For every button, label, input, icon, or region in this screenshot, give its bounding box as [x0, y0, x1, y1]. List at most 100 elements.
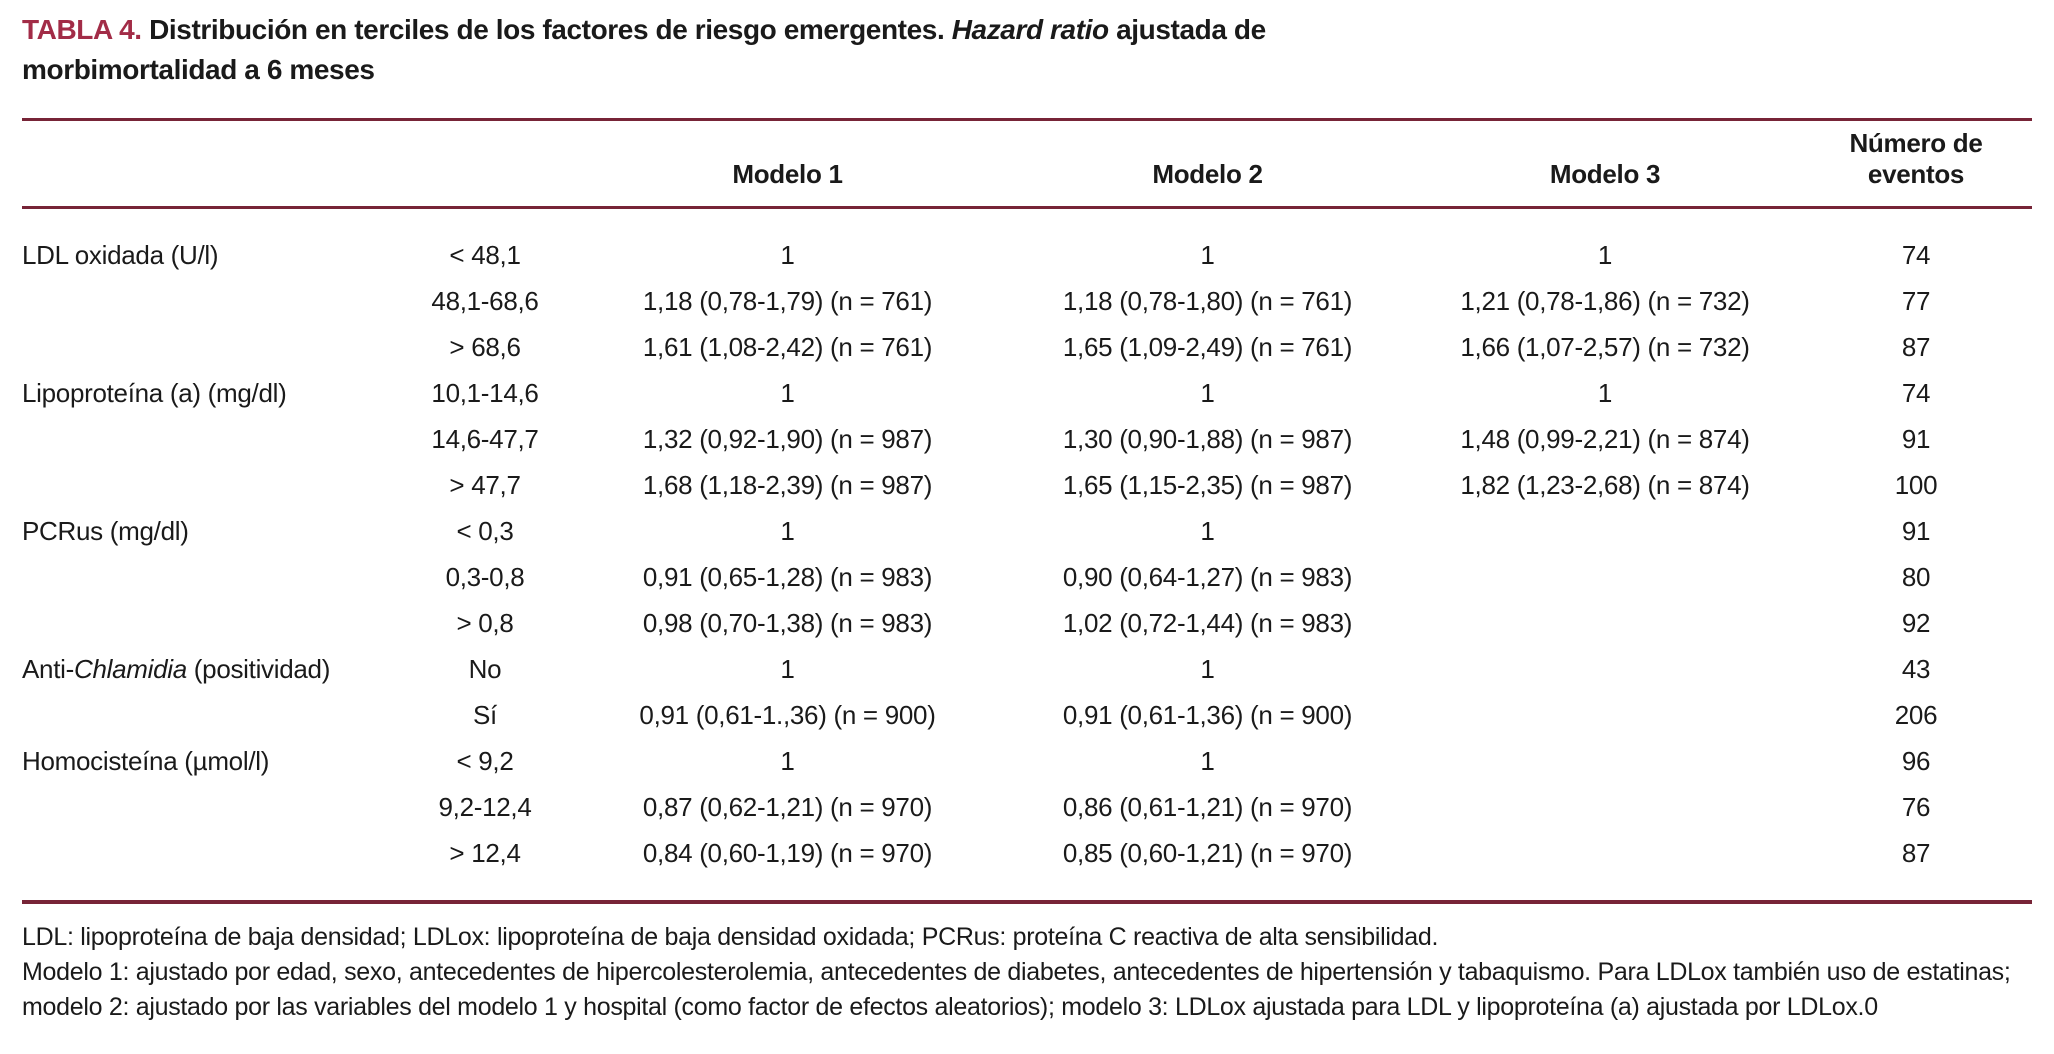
events-cell: 80: [1901, 561, 1931, 592]
modelo-1-cell: 0,91 (0,65-1,28) (n = 983): [642, 561, 933, 592]
column-header-numero-de-eventos: Número de eventos: [1849, 128, 1983, 189]
table-row: Sí 0,91 (0,61-1.,36) (n = 900) 0,91 (0,61-…: [22, 692, 2032, 738]
events-cell: 91: [1901, 515, 1931, 546]
events-cell: 74: [1901, 377, 1931, 408]
table-row: 0,3-0,8 0,91 (0,65-1,28) (n = 983) 0,90 (0…: [22, 554, 2032, 600]
modelo-3-cell: 1,82 (1,23-2,68) (n = 874): [1460, 469, 1750, 500]
title-text-italic: Hazard ratio: [951, 14, 1109, 45]
modelo-2-cell: 0,90 (0,64-1,27) (n = 983): [1062, 561, 1353, 592]
table-row: > 0,8 0,98 (0,70-1,38) (n = 983) 1,02 (0,7…: [22, 600, 2032, 646]
modelo-2-cell: 1: [1200, 653, 1215, 684]
table-row: PCRus (mg/dl) < 0,3 1 1 91: [22, 508, 2032, 554]
title-text-pre: Distribución en terciles de los factores…: [141, 14, 952, 45]
modelo-3-cell: 1,66 (1,07-2,57) (n = 732): [1460, 331, 1750, 362]
tercile-cell: 0,3-0,8: [445, 561, 525, 592]
events-cell: 91: [1901, 423, 1931, 454]
table-row: Lipoproteína (a) (mg/dl) 10,1-14,6 1 1 1 74: [22, 370, 2032, 416]
tercile-cell: > 68,6: [449, 331, 521, 362]
modelo-3-cell: [1410, 554, 1800, 600]
table-row: > 68,6 1,61 (1,08-2,42) (n = 761) 1,65 (1,…: [22, 324, 2032, 370]
modelo-3-cell: [1410, 646, 1800, 692]
table-row: Anti-Chlamidia (positividad) No 1 1 43: [22, 646, 2032, 692]
tercile-cell: No: [468, 653, 502, 684]
table-number-label: TABLA 4.: [22, 14, 142, 45]
factor-cell: Homocisteína (µmol/l): [22, 745, 270, 776]
tercile-cell: 48,1-68,6: [431, 285, 539, 316]
events-cell: 96: [1901, 745, 1931, 776]
modelo-3-cell: [1410, 692, 1800, 738]
column-header-modelo-2: Modelo 2: [1152, 159, 1263, 189]
factor-cell: [22, 416, 400, 462]
modelo-3-cell: [1410, 600, 1800, 646]
column-header-factor: [22, 120, 400, 208]
factor-cell: [22, 830, 400, 902]
modelo-3-cell: [1410, 830, 1800, 902]
modelo-1-cell: 0,98 (0,70-1,38) (n = 983): [642, 607, 933, 638]
table-row: > 47,7 1,68 (1,18-2,39) (n = 987) 1,65 (1,…: [22, 462, 2032, 508]
modelo-1-cell: 1: [780, 239, 795, 270]
modelo-1-cell: 1,18 (0,78-1,79) (n = 761): [642, 285, 933, 316]
modelo-2-cell: 1,65 (1,09-2,49) (n = 761): [1062, 331, 1353, 362]
events-cell: 92: [1901, 607, 1931, 638]
tercile-cell: > 0,8: [456, 607, 514, 638]
modelo-2-cell: 0,91 (0,61-1,36) (n = 900): [1062, 699, 1353, 730]
modelo-2-cell: 1,65 (1,15-2,35) (n = 987): [1062, 469, 1353, 500]
events-cell: 87: [1901, 331, 1931, 362]
factor-cell: Anti-Chlamidia (positividad): [22, 653, 331, 684]
footnote-models: Modelo 1: ajustado por edad, sexo, antec…: [22, 958, 2011, 1021]
modelo-1-cell: 1: [780, 515, 795, 546]
table-header-row: Modelo 1 Modelo 2 Modelo 3 Número de eve…: [22, 120, 2032, 208]
tercile-cell: > 47,7: [449, 469, 521, 500]
events-cell: 77: [1901, 285, 1931, 316]
tercile-cell: 14,6-47,7: [431, 423, 539, 454]
factor-cell: [22, 324, 400, 370]
tercile-cell: > 12,4: [449, 837, 521, 868]
events-cell: 206: [1894, 699, 1938, 730]
modelo-1-cell: 1,32 (0,92-1,90) (n = 987): [642, 423, 933, 454]
modelo-2-cell: 1: [1200, 377, 1215, 408]
table-row: 9,2-12,4 0,87 (0,62-1,21) (n = 970) 0,86 (…: [22, 784, 2032, 830]
factor-cell: LDL oxidada (U/l): [22, 239, 219, 270]
tercile-cell: Sí: [473, 699, 497, 730]
modelo-2-cell: 0,86 (0,61-1,21) (n = 970): [1062, 791, 1353, 822]
modelo-3-cell: [1410, 738, 1800, 784]
modelo-1-cell: 0,84 (0,60-1,19) (n = 970): [642, 837, 933, 868]
tercile-cell: 10,1-14,6: [431, 377, 539, 408]
events-cell: 43: [1901, 653, 1931, 684]
tercile-cell: 9,2-12,4: [438, 791, 532, 822]
table-row: > 12,4 0,84 (0,60-1,19) (n = 970) 0,85 (0,…: [22, 830, 2032, 902]
factor-cell: [22, 784, 400, 830]
modelo-2-cell: 1,30 (0,90-1,88) (n = 987): [1062, 423, 1353, 454]
modelo-3-cell: 1,21 (0,78-1,86) (n = 732): [1460, 285, 1750, 316]
factor-cell: PCRus (mg/dl): [22, 515, 189, 546]
hazard-ratio-table: Modelo 1 Modelo 2 Modelo 3 Número de eve…: [22, 118, 2032, 904]
modelo-2-cell: 1: [1200, 515, 1215, 546]
factor-cell: [22, 278, 400, 324]
title-text-post: ajustada de morbimortalidad a 6 meses: [22, 14, 1266, 85]
modelo-1-cell: 1,68 (1,18-2,39) (n = 987): [642, 469, 933, 500]
modelo-1-cell: 1: [780, 377, 795, 408]
table-body: LDL oxidada (U/l) < 48,1 1 1 1 74 48,1-68,6 1,1…: [22, 208, 2032, 903]
modelo-2-cell: 1,18 (0,78-1,80) (n = 761): [1062, 285, 1353, 316]
modelo-3-cell: [1410, 508, 1800, 554]
events-cell: 74: [1901, 239, 1931, 270]
table-row: LDL oxidada (U/l) < 48,1 1 1 1 74: [22, 208, 2032, 279]
factor-cell: [22, 692, 400, 738]
modelo-3-cell: [1410, 784, 1800, 830]
factor-cell: [22, 600, 400, 646]
modelo-3-cell: 1: [1597, 377, 1613, 408]
tercile-cell: < 48,1: [449, 239, 521, 270]
tercile-cell: < 0,3: [456, 515, 514, 546]
column-header-tercile: [400, 120, 570, 208]
events-cell: 87: [1901, 837, 1931, 868]
events-cell: 100: [1894, 469, 1938, 500]
factor-cell: Lipoproteína (a) (mg/dl): [22, 377, 287, 408]
tercile-cell: < 9,2: [456, 745, 514, 776]
table-footnotes: LDL: lipoproteína de baja densidad; LDLo…: [22, 920, 2032, 1025]
footnote-abbreviations: LDL: lipoproteína de baja densidad; LDLo…: [22, 923, 1439, 951]
modelo-1-cell: 0,87 (0,62-1,21) (n = 970): [642, 791, 933, 822]
modelo-2-cell: 1: [1200, 239, 1215, 270]
factor-cell: [22, 554, 400, 600]
modelo-1-cell: 0,91 (0,61-1.,36) (n = 900): [639, 699, 936, 730]
